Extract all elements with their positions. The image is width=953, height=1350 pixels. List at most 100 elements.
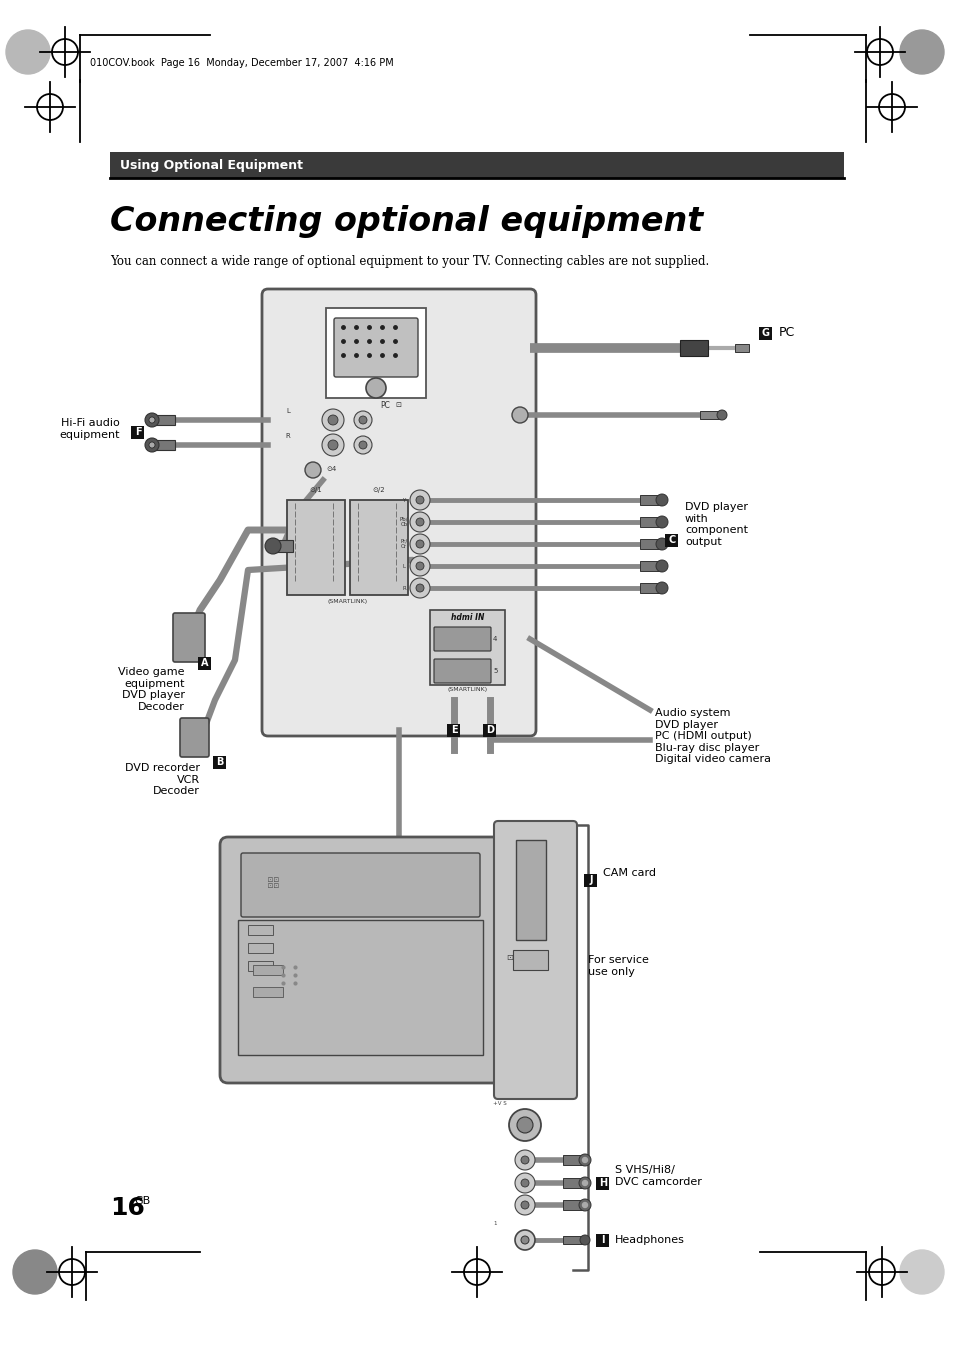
Bar — [287, 500, 345, 595]
Text: R: R — [285, 433, 290, 439]
Text: ⊙/2: ⊙/2 — [373, 487, 385, 493]
Circle shape — [899, 1250, 943, 1295]
Circle shape — [578, 1177, 590, 1189]
Text: Using Optional Equipment: Using Optional Equipment — [120, 158, 303, 171]
Text: B: B — [216, 757, 223, 767]
Text: J: J — [589, 875, 592, 886]
Circle shape — [416, 585, 423, 593]
Bar — [596, 1176, 609, 1189]
Circle shape — [6, 30, 50, 74]
Bar — [350, 500, 408, 595]
FancyBboxPatch shape — [262, 289, 536, 736]
Text: PC: PC — [379, 401, 390, 409]
Circle shape — [328, 440, 337, 450]
Circle shape — [366, 378, 386, 398]
Text: F: F — [134, 427, 141, 437]
Circle shape — [354, 410, 372, 429]
Bar — [152, 414, 174, 425]
Bar — [562, 1200, 582, 1210]
Circle shape — [515, 1195, 535, 1215]
Text: ⊡⊡
  ⊡⊡: ⊡⊡ ⊡⊡ — [263, 876, 279, 890]
Text: S VHS/Hi8/
DVC camcorder: S VHS/Hi8/ DVC camcorder — [615, 1165, 701, 1187]
Text: +V S: +V S — [493, 1102, 506, 1106]
Circle shape — [410, 556, 430, 576]
Circle shape — [517, 1116, 533, 1133]
Bar — [248, 925, 273, 936]
Bar — [516, 840, 545, 940]
Text: L: L — [402, 563, 405, 568]
Bar — [639, 539, 661, 549]
FancyBboxPatch shape — [172, 613, 205, 662]
Bar — [213, 756, 226, 768]
Text: Pr/
Cr: Pr/ Cr — [400, 539, 407, 549]
Circle shape — [416, 518, 423, 526]
Text: CAM card: CAM card — [602, 868, 656, 878]
Bar — [665, 533, 678, 547]
Circle shape — [656, 516, 667, 528]
Circle shape — [305, 462, 320, 478]
FancyBboxPatch shape — [494, 821, 577, 1099]
Circle shape — [520, 1156, 529, 1164]
Circle shape — [656, 560, 667, 572]
Text: Pb/
Cb: Pb/ Cb — [399, 517, 408, 528]
Text: 1: 1 — [493, 1220, 496, 1226]
Circle shape — [145, 413, 159, 427]
Bar — [639, 517, 661, 526]
Bar — [198, 656, 212, 670]
Text: Y: Y — [402, 498, 405, 502]
Text: C: C — [668, 535, 675, 545]
Bar — [430, 610, 504, 684]
Circle shape — [410, 535, 430, 554]
Circle shape — [509, 1108, 540, 1141]
Bar — [326, 308, 426, 398]
Circle shape — [582, 1180, 587, 1185]
Circle shape — [656, 582, 667, 594]
Circle shape — [656, 539, 667, 549]
FancyBboxPatch shape — [180, 718, 209, 757]
FancyBboxPatch shape — [434, 626, 491, 651]
Bar — [734, 344, 748, 352]
Circle shape — [410, 512, 430, 532]
Text: Audio system
DVD player
PC (HDMI output)
Blu-ray disc player
Digital video camer: Audio system DVD player PC (HDMI output)… — [655, 707, 770, 764]
Bar — [248, 944, 273, 953]
Text: H: H — [598, 1179, 606, 1188]
Bar — [679, 340, 707, 356]
Text: 16: 16 — [110, 1196, 145, 1220]
Text: PC: PC — [779, 327, 795, 339]
Circle shape — [358, 441, 367, 450]
Text: Headphones: Headphones — [615, 1235, 684, 1245]
Text: GB: GB — [133, 1196, 150, 1206]
Circle shape — [416, 562, 423, 570]
Text: (SMARTLINK): (SMARTLINK) — [327, 599, 367, 603]
Text: You can connect a wide range of optional equipment to your TV. Connecting cables: You can connect a wide range of optional… — [110, 255, 708, 269]
Bar — [132, 425, 144, 439]
Bar — [562, 1237, 582, 1243]
Circle shape — [13, 1250, 57, 1295]
Circle shape — [582, 1203, 587, 1207]
Text: DVD recorder
VCR
Decoder: DVD recorder VCR Decoder — [125, 763, 200, 796]
Text: (SMARTLINK): (SMARTLINK) — [447, 687, 487, 693]
Text: 4: 4 — [493, 636, 497, 643]
Text: ⊡: ⊡ — [395, 402, 400, 408]
Circle shape — [410, 490, 430, 510]
Circle shape — [410, 578, 430, 598]
Text: Video game
equipment
DVD player
Decoder: Video game equipment DVD player Decoder — [118, 667, 185, 711]
Bar — [248, 961, 273, 971]
Circle shape — [512, 406, 527, 423]
Circle shape — [656, 494, 667, 506]
Circle shape — [899, 30, 943, 74]
Text: DVD player
with
component
output: DVD player with component output — [684, 502, 747, 547]
Bar — [639, 562, 661, 571]
FancyBboxPatch shape — [434, 659, 491, 683]
Text: Connecting optional equipment: Connecting optional equipment — [110, 205, 702, 239]
Circle shape — [358, 416, 367, 424]
Text: Hi-Fi audio
equipment: Hi-Fi audio equipment — [59, 418, 120, 440]
Bar — [447, 724, 460, 737]
Circle shape — [416, 495, 423, 504]
Bar — [584, 873, 597, 887]
Circle shape — [149, 441, 154, 448]
Circle shape — [515, 1150, 535, 1170]
Bar — [273, 540, 293, 552]
Circle shape — [717, 410, 726, 420]
Circle shape — [520, 1202, 529, 1210]
